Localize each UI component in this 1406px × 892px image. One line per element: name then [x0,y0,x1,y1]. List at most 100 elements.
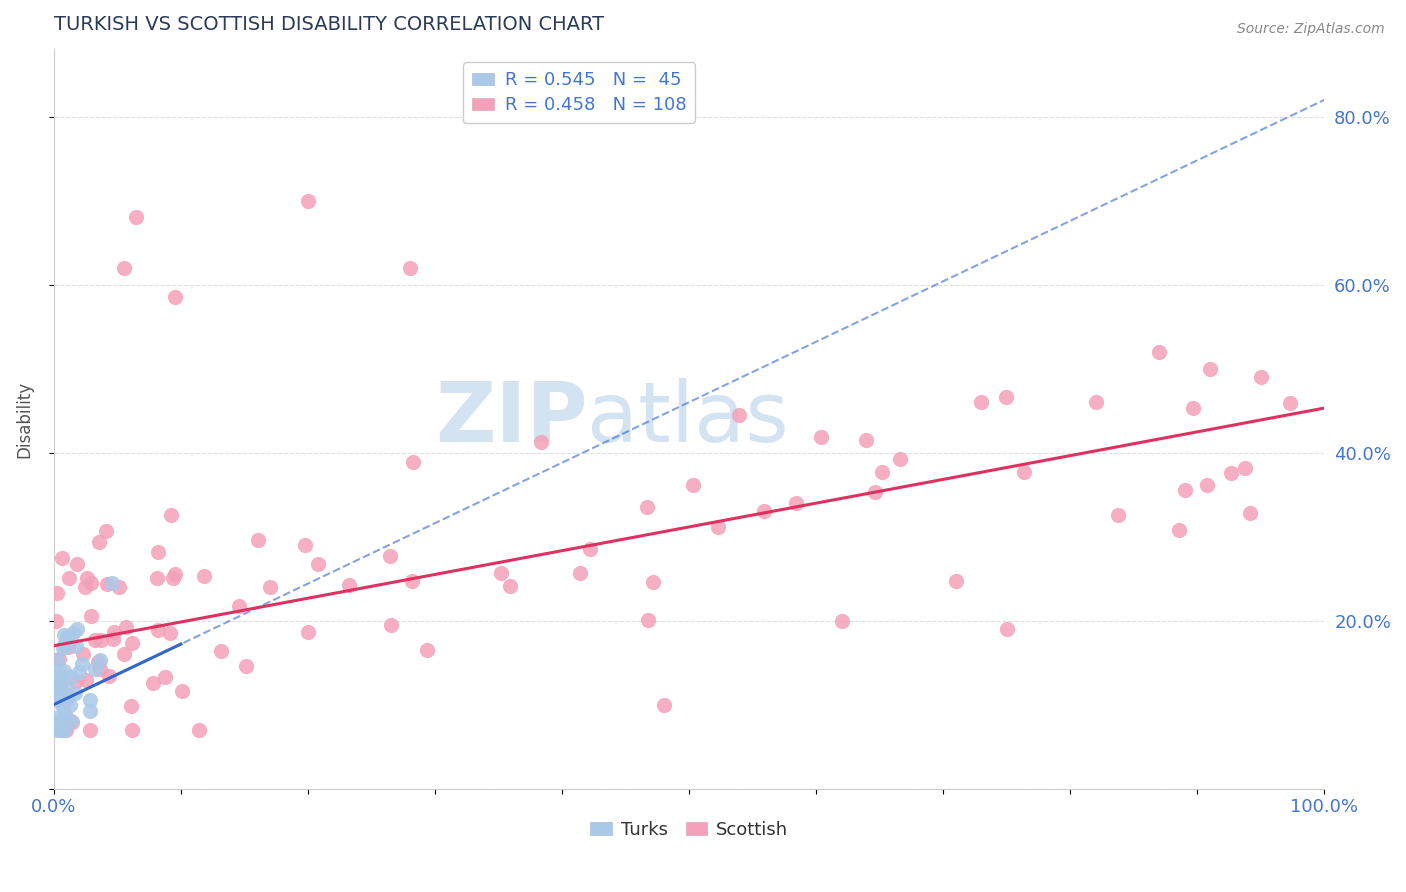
Point [1239,506,1261,520]
Point [52,687,75,701]
Point [1279,396,1302,410]
Point [995,622,1018,636]
Point [53,664,76,678]
Point [53,723,76,737]
Point [53,706,76,721]
Point [193,569,215,583]
Point [889,451,911,466]
Point [52,699,75,714]
Legend: Turks, Scottish: Turks, Scottish [582,814,796,846]
Point [1108,508,1130,522]
Point [112,647,135,661]
Point [402,455,425,469]
Point [52,638,75,652]
Point [83,633,105,648]
Point [51,551,73,566]
Point [55,681,77,696]
Point [378,549,401,564]
Point [55,712,77,726]
Point [49,675,72,690]
Point [1199,361,1222,376]
Point [569,566,592,580]
Point [76,571,98,585]
Point [75,673,97,688]
Point [58,640,80,655]
Text: ZIP: ZIP [434,378,588,459]
Point [59,714,82,729]
Point [55,714,77,728]
Point [259,580,281,594]
Point [121,636,143,650]
Point [44,715,66,730]
Point [89,662,111,676]
Point [1250,370,1272,384]
Point [146,571,169,585]
Point [416,643,439,657]
Point [79,704,101,718]
Point [48,652,70,666]
Point [163,566,186,581]
Point [73,581,96,595]
Point [855,433,877,447]
Point [636,500,658,514]
Point [499,579,522,593]
Point [637,613,659,627]
Point [49,723,72,737]
Point [398,260,420,275]
Text: TURKISH VS SCOTTISH DISABILITY CORRELATION CHART: TURKISH VS SCOTTISH DISABILITY CORRELATI… [53,15,605,34]
Point [63,686,86,700]
Point [727,408,749,422]
Point [115,620,138,634]
Text: atlas: atlas [588,378,789,459]
Point [578,542,600,557]
Point [44,711,66,725]
Point [66,622,89,636]
Point [125,211,148,225]
Point [1014,465,1036,479]
Point [108,580,131,594]
Point [785,496,807,510]
Point [641,575,664,590]
Point [46,670,69,684]
Point [706,520,728,534]
Point [159,626,181,640]
Point [44,672,66,686]
Point [65,557,87,571]
Point [72,648,94,662]
Point [89,534,111,549]
Point [103,625,125,640]
Point [810,430,832,444]
Point [46,678,69,692]
Point [307,557,329,571]
Point [52,641,75,656]
Point [652,698,675,712]
Point [90,632,112,647]
Point [945,574,967,588]
Point [103,632,125,647]
Point [56,690,79,705]
Point [79,723,101,737]
Point [146,545,169,559]
Point [1168,523,1191,537]
Point [49,690,72,704]
Point [98,669,121,683]
Point [48,690,70,704]
Point [752,504,775,518]
Point [87,655,110,669]
Point [96,577,118,591]
Point [1147,344,1170,359]
Point [80,608,103,623]
Point [52,698,75,713]
Point [337,577,360,591]
Point [79,693,101,707]
Point [863,484,886,499]
Point [65,673,87,688]
Point [45,723,67,737]
Point [83,662,105,676]
Text: Source: ZipAtlas.com: Source: ZipAtlas.com [1237,22,1385,37]
Point [1197,477,1219,491]
Point [162,571,184,585]
Point [45,614,67,628]
Point [297,624,319,639]
Point [870,466,893,480]
